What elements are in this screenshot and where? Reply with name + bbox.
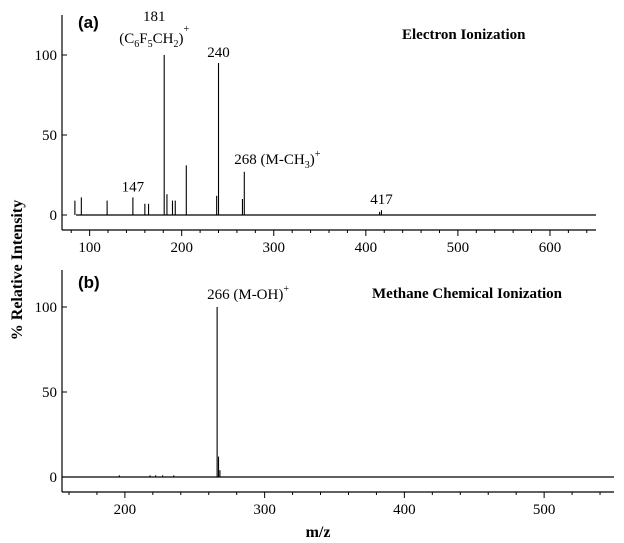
peak-formula: (C6F5CH2)+ <box>119 24 189 50</box>
y-tick-label: 50 <box>42 128 57 144</box>
panel-a-x-ticks: 100 200 300 400 500 600 <box>70 230 588 256</box>
y-tick-label: 0 <box>50 470 58 486</box>
panel-a-annotations: 181(C6F5CH2)+ 240 268 (M-CH3)+ 147 417 <box>119 9 393 208</box>
peak-annotation: 266 (M-OH)+ <box>207 284 289 303</box>
panel-a-letter: (a) <box>78 13 99 32</box>
y-tick-label: 100 <box>35 48 58 64</box>
x-tick-label: 300 <box>253 502 276 518</box>
x-tick-label: 500 <box>533 502 556 518</box>
y-axis-label: % Relative Intensity <box>9 200 26 340</box>
panel-b: (b) Methane Chemical Ionization 0 50 100 2… <box>35 270 614 518</box>
x-tick-label: 100 <box>78 240 101 256</box>
panel-b-peaks <box>118 307 221 477</box>
peak-annotation: 147 <box>122 179 145 195</box>
x-tick-label: 200 <box>114 502 137 518</box>
panel-b-annotations: 266 (M-OH)+ <box>207 284 289 303</box>
y-tick-label: 100 <box>35 300 58 316</box>
peak-annotation: 240 <box>207 45 230 61</box>
panel-a-title: Electron Ionization <box>402 27 526 43</box>
panel-b-letter: (b) <box>78 273 100 292</box>
y-tick-label: 50 <box>42 385 57 401</box>
peak-annotation: 268 (M-CH3)+ <box>234 149 320 171</box>
panel-a-y-ticks: 0 50 100 <box>35 48 67 224</box>
panel-b-y-ticks: 0 50 100 <box>35 300 67 486</box>
x-tick-label: 600 <box>539 240 562 256</box>
x-tick-label: 400 <box>355 240 378 256</box>
panel-b-x-ticks: 200 300 400 500 <box>68 492 601 518</box>
x-tick-label: 300 <box>263 240 286 256</box>
y-tick-label: 0 <box>50 208 58 224</box>
peak-annotation: 417 <box>370 192 393 208</box>
x-tick-label: 200 <box>170 240 193 256</box>
panel-b-title: Methane Chemical Ionization <box>372 286 563 302</box>
panel-a: (a) Electron Ionization 0 50 100 100 200 300… <box>35 9 596 256</box>
x-axis-label: m/z <box>306 524 331 541</box>
panel-a-peaks <box>74 55 383 215</box>
x-tick-label: 400 <box>393 502 416 518</box>
peak-annotation: 181 <box>143 9 166 25</box>
x-tick-label: 500 <box>447 240 470 256</box>
